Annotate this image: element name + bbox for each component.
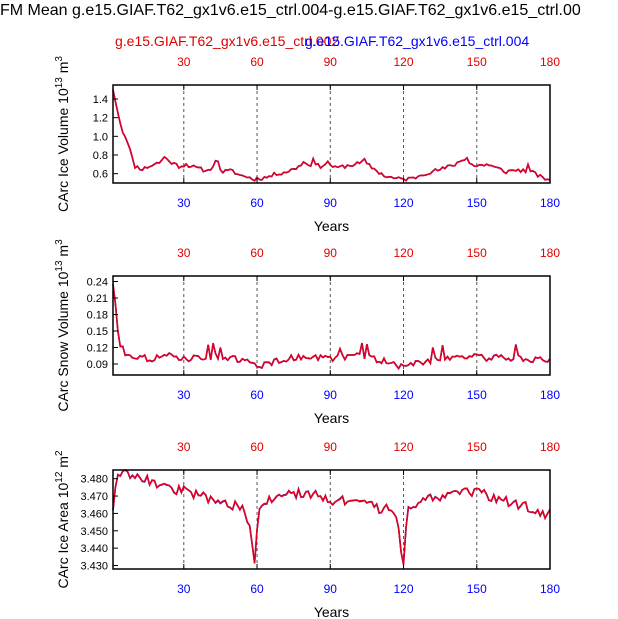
x-tick-label-bottom: 120 xyxy=(394,388,414,402)
y-tick-label: 1.4 xyxy=(93,94,108,106)
y-axis-title-part: 12 xyxy=(54,471,65,483)
x-tick-label-top: 120 xyxy=(394,55,414,69)
y-tick-label: 0.24 xyxy=(87,277,108,289)
x-tick-label-bottom: 150 xyxy=(467,388,487,402)
x-tick-label-bottom: 180 xyxy=(540,582,560,596)
panel-volume: 0.6 0.8 1.0 1.2 1.4 30 30 60 60 90 90 120 120 150 150 1… xyxy=(54,55,560,234)
y-tick-label: 0.21 xyxy=(87,293,108,305)
legend-case-a: g.e15.GIAF.T62_gx1v6.e15_ctrl.002 xyxy=(115,33,340,49)
x-tick-label-bottom: 60 xyxy=(250,196,264,210)
plot-frame xyxy=(112,275,551,376)
x-tick-label-bottom: 90 xyxy=(324,196,338,210)
x-tick-label-top: 30 xyxy=(177,55,191,69)
series-line-case-a xyxy=(112,469,551,565)
y-axis-title-part: 3 xyxy=(54,56,65,62)
y-tick-label: 3.450 xyxy=(80,526,108,538)
y-axis-title-part: m xyxy=(55,62,71,78)
x-tick-label-bottom: 150 xyxy=(467,196,487,210)
series-line-case-a xyxy=(112,89,551,182)
x-tick-label-top: 60 xyxy=(250,55,264,69)
y-tick-label: 3.480 xyxy=(80,474,108,486)
x-tick-label-bottom: 180 xyxy=(540,196,560,210)
panel-area: 3.430 3.440 3.450 3.460 3.470 3.480 30 30 60 60 90… xyxy=(54,440,560,619)
legend-case-b: g.e15.GIAF.T62_gx1v6.e15_ctrl.004 xyxy=(305,33,530,49)
y-axis-title-part: CArc Ice Volume 10 xyxy=(55,88,71,212)
y-axis-title-part: CArc Snow Volume 10 xyxy=(55,271,71,411)
figure-title: FM Mean g.e15.GIAF.T62_gx1v6.e15_ctrl.00… xyxy=(0,2,581,19)
x-tick-label-top: 180 xyxy=(540,55,560,69)
x-tick-label-top: 180 xyxy=(540,440,560,454)
y-axis-title-part: 13 xyxy=(54,77,65,89)
y-axis-title-part: 13 xyxy=(54,260,65,272)
y-axis-title-part: 2 xyxy=(54,450,65,456)
x-axis-title: Years xyxy=(314,410,349,426)
x-tick-label-top: 90 xyxy=(324,440,338,454)
plot-frame xyxy=(112,469,551,570)
y-axis-title-part: m xyxy=(55,245,71,261)
y-tick-label: 0.6 xyxy=(93,169,108,181)
y-axis-title-part: m xyxy=(55,456,71,472)
y-axis-title: CArc Ice Volume 1013 m3 xyxy=(54,56,71,212)
y-tick-label: 3.430 xyxy=(80,561,108,573)
x-tick-label-top: 150 xyxy=(467,246,487,260)
series-line-case-a xyxy=(112,284,551,370)
x-tick-label-bottom: 30 xyxy=(177,196,191,210)
panel-snow: 0.09 0.12 0.15 0.18 0.21 0.24 30 30 60 60 90 90 120 1… xyxy=(54,239,560,426)
y-tick-label: 0.09 xyxy=(87,359,108,371)
y-tick-label: 0.18 xyxy=(87,310,108,322)
y-tick-label: 1.0 xyxy=(93,131,108,143)
y-tick-label: 3.470 xyxy=(80,491,108,503)
x-tick-label-bottom: 90 xyxy=(324,582,338,596)
x-tick-label-bottom: 90 xyxy=(324,388,338,402)
x-tick-label-top: 150 xyxy=(467,55,487,69)
y-tick-label: 3.440 xyxy=(80,543,108,555)
x-tick-label-top: 90 xyxy=(324,55,338,69)
x-tick-label-top: 30 xyxy=(177,440,191,454)
x-tick-label-top: 120 xyxy=(394,440,414,454)
x-tick-label-bottom: 150 xyxy=(467,582,487,596)
y-tick-label: 1.2 xyxy=(93,113,108,125)
x-tick-label-bottom: 60 xyxy=(250,388,264,402)
x-tick-label-bottom: 30 xyxy=(177,388,191,402)
y-tick-label: 0.15 xyxy=(87,326,108,338)
x-axis-title: Years xyxy=(314,604,349,619)
y-axis-title-part: CArc Ice Area 10 xyxy=(55,482,71,588)
x-tick-label-top: 180 xyxy=(540,246,560,260)
y-tick-label: 0.12 xyxy=(87,343,108,355)
x-tick-label-bottom: 30 xyxy=(177,582,191,596)
x-tick-label-top: 150 xyxy=(467,440,487,454)
x-tick-label-top: 30 xyxy=(177,246,191,260)
y-axis-title: CArc Snow Volume 1013 m3 xyxy=(54,239,71,412)
x-tick-label-bottom: 60 xyxy=(250,582,264,596)
x-tick-label-bottom: 120 xyxy=(394,196,414,210)
y-tick-label: 0.8 xyxy=(93,150,108,162)
x-tick-label-top: 90 xyxy=(324,246,338,260)
x-axis-title: Years xyxy=(314,218,349,234)
y-axis-title: CArc Ice Area 1012 m2 xyxy=(54,450,71,589)
x-tick-label-bottom: 120 xyxy=(394,582,414,596)
y-axis-title-part: 3 xyxy=(54,239,65,245)
y-tick-label: 3.460 xyxy=(80,508,108,520)
x-tick-label-top: 60 xyxy=(250,440,264,454)
series-line-case-b xyxy=(112,284,551,371)
x-tick-label-bottom: 180 xyxy=(540,388,560,402)
x-tick-label-top: 60 xyxy=(250,246,264,260)
x-tick-label-top: 120 xyxy=(394,246,414,260)
plot-frame xyxy=(112,84,551,184)
